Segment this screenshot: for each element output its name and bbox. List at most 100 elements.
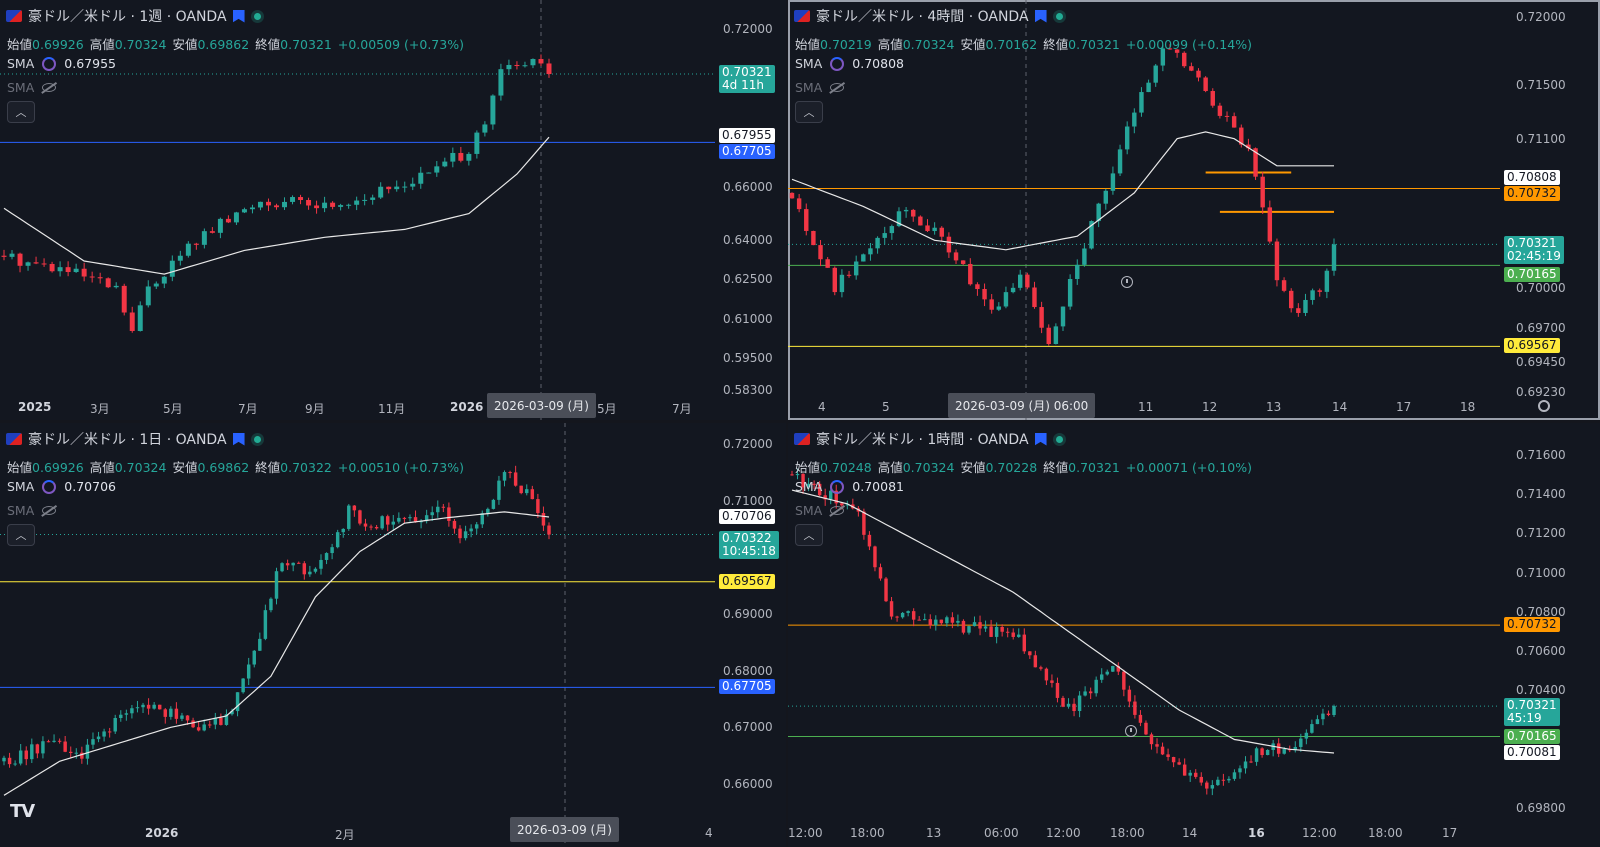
- hidden-eye-icon[interactable]: [42, 83, 57, 92]
- candle-body: [1028, 651, 1032, 656]
- candle-body: [1196, 70, 1201, 78]
- sma-legend-2[interactable]: SMA: [795, 80, 845, 95]
- collapse-legend-button[interactable]: ︿: [795, 524, 823, 546]
- candle-body: [873, 546, 877, 568]
- sma-cycle-icon[interactable]: [42, 479, 57, 494]
- sma-legend-1[interactable]: SMA 0.67955: [7, 56, 116, 71]
- candle-body: [1144, 722, 1148, 735]
- collapse-legend-button[interactable]: ︿: [7, 101, 35, 123]
- y-tick-label: 0.59500: [723, 351, 773, 366]
- candle-body: [968, 263, 973, 285]
- candle-body: [1116, 666, 1121, 672]
- y-tick-label: 0.68000: [723, 663, 773, 678]
- chart-pane-daily[interactable]: 豪ドル／米ドル · 1日 · OANDA 始値0.69926 高値0.70324 安値…: [0, 423, 786, 847]
- candle-body: [157, 704, 162, 710]
- candle-body: [177, 255, 183, 261]
- candle-body: [18, 750, 23, 764]
- symbol-title[interactable]: 豪ドル／米ドル · 1日 · OANDA: [28, 432, 227, 448]
- bookmark-icon[interactable]: [232, 9, 245, 23]
- candle-body: [541, 513, 546, 526]
- sma-legend-2[interactable]: SMA: [7, 503, 57, 518]
- candle-body: [1122, 671, 1126, 690]
- candle-body: [506, 64, 512, 70]
- sma-label: SMA: [7, 56, 35, 71]
- collapse-legend-button[interactable]: ︿: [795, 101, 823, 123]
- settings-gear-icon[interactable]: [1538, 400, 1550, 412]
- sma-label: SMA: [795, 479, 823, 494]
- collapse-legend-button[interactable]: ︿: [7, 524, 35, 546]
- alarm-clock-icon[interactable]: [1121, 276, 1133, 288]
- chart-canvas[interactable]: [0, 0, 786, 420]
- candle-body: [354, 200, 360, 205]
- chart-pane-weekly[interactable]: 豪ドル／米ドル · 1週 · OANDA 始値0.69926 高値0.70324 安値…: [0, 0, 786, 420]
- candle-body: [1199, 776, 1203, 783]
- close-label: 終値: [255, 37, 281, 52]
- crosshair-date-label: 2026-03-09 (月): [510, 817, 619, 842]
- close-label: 終値: [1043, 37, 1069, 52]
- candle-body: [1044, 668, 1049, 681]
- candle-body: [246, 664, 251, 679]
- candle-body: [1189, 66, 1194, 71]
- close-value: 0.70321: [280, 37, 332, 52]
- sma-cycle-icon[interactable]: [830, 56, 845, 71]
- sma-legend-2[interactable]: SMA: [795, 503, 845, 518]
- pane-header[interactable]: 豪ドル／米ドル · 1時間 · OANDA: [794, 429, 1066, 449]
- candle-body: [394, 186, 400, 190]
- candle-body: [839, 274, 845, 293]
- tradingview-logo-icon: TV: [10, 801, 35, 822]
- price-tag-value: 0.67705: [722, 679, 772, 694]
- symbol-title[interactable]: 豪ドル／米ドル · 1週 · OANDA: [28, 9, 227, 25]
- candle-body: [950, 617, 955, 623]
- candle-body: [161, 276, 167, 284]
- sma-label: SMA: [7, 479, 35, 494]
- candle-body: [1227, 778, 1231, 781]
- candle-body: [297, 562, 301, 564]
- bookmark-icon[interactable]: [1034, 432, 1047, 446]
- candle-body: [867, 534, 872, 547]
- price-tag-value: 0.69567: [722, 573, 772, 588]
- chart-canvas[interactable]: [0, 423, 786, 847]
- candle-body: [989, 626, 993, 637]
- sma-legend-1[interactable]: SMA 0.70808: [795, 56, 904, 71]
- candle-body: [1011, 632, 1015, 637]
- market-open-icon: [250, 432, 264, 446]
- candle-body: [1246, 144, 1251, 149]
- chart-canvas[interactable]: [788, 423, 1600, 847]
- symbol-title[interactable]: 豪ドル／米ドル · 1時間 · OANDA: [816, 432, 1029, 448]
- y-tick-label: 0.71500: [1516, 77, 1566, 92]
- ohlc-legend: 始値0.69926 高値0.70324 安値0.69862 終値0.70322 +0.0…: [7, 457, 470, 476]
- hidden-eye-icon[interactable]: [830, 506, 845, 515]
- candle-body: [113, 718, 117, 732]
- chart-canvas[interactable]: [788, 0, 1600, 420]
- chart-pane-4h[interactable]: 豪ドル／米ドル · 4時間 · OANDA 始値0.70219 高値0.70324 安…: [788, 0, 1600, 420]
- sma-cycle-icon[interactable]: [42, 56, 57, 71]
- sma-legend-1[interactable]: SMA 0.70081: [795, 479, 904, 494]
- candle-body: [119, 714, 123, 719]
- symbol-title[interactable]: 豪ドル／米ドル · 4時間 · OANDA: [816, 9, 1029, 25]
- candle-body: [547, 525, 551, 535]
- hidden-eye-icon[interactable]: [830, 83, 845, 92]
- candle-body: [266, 201, 271, 206]
- candle-body: [280, 563, 284, 572]
- chart-pane-1h[interactable]: 豪ドル／米ドル · 1時間 · OANDA 始値0.70248 高値0.70324 安…: [788, 423, 1600, 847]
- alarm-clock-icon[interactable]: [1125, 725, 1137, 737]
- close-value: 0.70321: [1068, 460, 1120, 475]
- pane-header[interactable]: 豪ドル／米ドル · 1週 · OANDA: [6, 6, 264, 26]
- bookmark-icon[interactable]: [1034, 9, 1047, 23]
- pane-header[interactable]: 豪ドル／米ドル · 4時間 · OANDA: [794, 6, 1066, 26]
- candle-body: [191, 720, 195, 728]
- sma-legend-1[interactable]: SMA 0.70706: [7, 479, 116, 494]
- low-label: 安値: [960, 460, 986, 475]
- bookmark-icon[interactable]: [232, 432, 245, 446]
- hidden-eye-icon[interactable]: [42, 506, 57, 515]
- candle-body: [1053, 326, 1059, 344]
- candle-body: [519, 485, 523, 494]
- sma-cycle-icon[interactable]: [830, 479, 845, 494]
- y-tick-label: 0.69700: [1516, 321, 1566, 336]
- candle-body: [1326, 713, 1331, 715]
- candle-body: [906, 611, 910, 613]
- candle-body: [1315, 719, 1320, 725]
- sma-legend-2[interactable]: SMA: [7, 80, 57, 95]
- pane-header[interactable]: 豪ドル／米ドル · 1日 · OANDA: [6, 429, 264, 449]
- y-tick-label: 0.72000: [723, 436, 773, 451]
